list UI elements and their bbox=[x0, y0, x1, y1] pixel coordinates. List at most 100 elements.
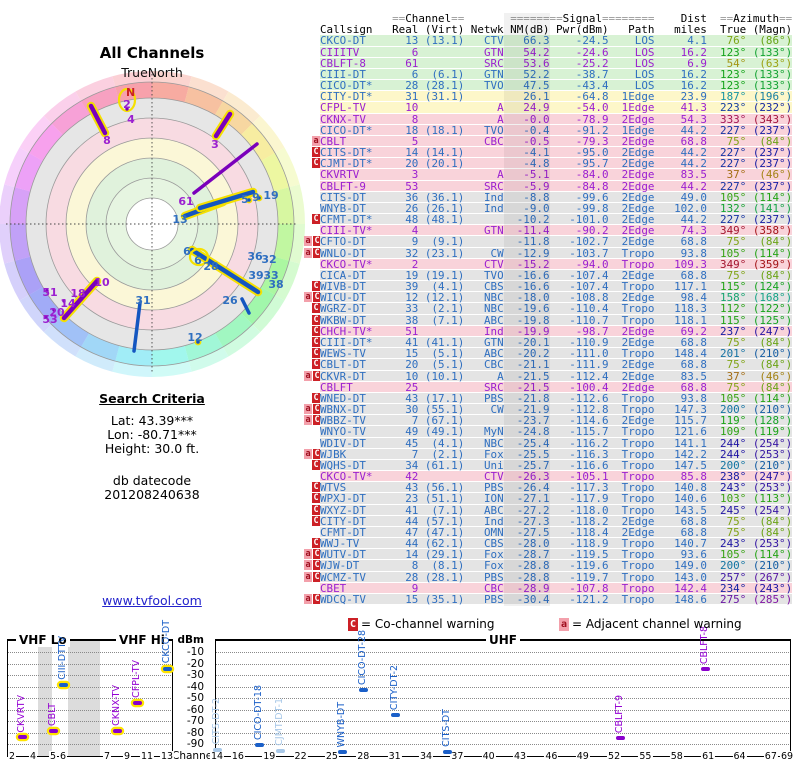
radar-channel-label: 6 bbox=[183, 245, 191, 258]
table-row: C WPXJ-DT 23 (51.1) ION -27.1 -117.9 Trop… bbox=[303, 493, 793, 505]
plot-frame bbox=[790, 639, 791, 757]
radar-channel-label: 13 bbox=[172, 213, 187, 226]
warning-marker-cell: C bbox=[303, 392, 320, 404]
radar-channel-label: 32 bbox=[261, 253, 276, 266]
cochannel-legend-text: = Co-channel warning bbox=[361, 617, 495, 631]
table-row: CBLFT 25 SRC -21.5 -100.4 2Edge 68.8 75°… bbox=[303, 382, 793, 393]
cochannel-warning-icon: C bbox=[313, 448, 321, 459]
warning-marker-cell: C bbox=[303, 459, 320, 471]
table-row: CFPL-TV 10 A 24.9 -54.0 1Edge 41.3 223° … bbox=[303, 102, 793, 114]
gridline bbox=[8, 709, 171, 711]
channel-tick: 58 bbox=[669, 751, 684, 762]
table-row: a C WCMZ-TV 28 (28.1) PBS -28.8 -119.7 Tro… bbox=[303, 571, 793, 583]
channel-tick: 19 bbox=[262, 751, 277, 762]
radar-channel-label: 19 bbox=[263, 189, 278, 202]
warning-marker-cell: a bbox=[303, 135, 320, 147]
channel-tick: 14 bbox=[209, 751, 225, 762]
warning-marker-cell bbox=[303, 382, 320, 393]
adjacent-warning-icon: a bbox=[304, 571, 312, 582]
adjacent-warning-icon: a bbox=[304, 549, 312, 560]
radar-channel-label: 10 bbox=[94, 276, 110, 289]
dbm-tick-label: -20 bbox=[186, 657, 204, 670]
channel-tick: 69 bbox=[779, 751, 795, 762]
dbm-tick-label: -50 bbox=[186, 692, 204, 704]
gridline bbox=[8, 663, 171, 665]
table-row: a C WNLO-DT 32 (23.1) CW -12.9 -103.7 Trop… bbox=[303, 247, 793, 259]
cochannel-warning-icon: C bbox=[312, 359, 320, 370]
cochannel-warning-icon: C bbox=[313, 370, 321, 381]
plot-frame bbox=[215, 639, 216, 757]
cochannel-warning-icon: C bbox=[312, 493, 320, 504]
tvfool-link[interactable]: www.tvfool.com bbox=[102, 593, 202, 608]
radar-title: All Channels bbox=[99, 44, 205, 62]
radar-channel-label: 12 bbox=[187, 331, 202, 344]
radar-channel-label: 26 bbox=[222, 294, 238, 307]
warning-marker-cell bbox=[303, 438, 320, 449]
plot-frame bbox=[215, 756, 791, 757]
warning-marker-cell: C bbox=[303, 515, 320, 527]
warning-marker-cell bbox=[303, 203, 320, 214]
table-row: C CITY-DT 44 (57.1) Ind -27.3 -118.2 2Edg… bbox=[303, 515, 793, 527]
spectrum-marker bbox=[113, 729, 122, 734]
channel-tick: 52 bbox=[607, 751, 622, 762]
adjacent-legend-icon: a bbox=[559, 618, 569, 631]
radar-channel-label: 18 bbox=[70, 287, 85, 300]
gridline bbox=[8, 686, 171, 688]
warning-marker-cell bbox=[303, 169, 320, 180]
warning-marker-cell: C bbox=[303, 482, 320, 493]
dbm-tick-label: -40 bbox=[186, 680, 204, 693]
warning-marker-cell: C bbox=[303, 359, 320, 370]
table-row: C WWJ-TV 44 (62.1) CBS -28.0 -118.9 Tropo… bbox=[303, 538, 793, 550]
table-row: a C WJBK 7 (2.1) Fox -25.5 -116.3 Tropo 14… bbox=[303, 448, 793, 460]
true-north-label: TrueNorth bbox=[121, 65, 183, 80]
table-row: CICO-DT* 18 (18.1) TVO -0.4 -91.2 1Edge … bbox=[303, 125, 793, 136]
table-row: CITY-DT* 31 (31.1) 26.1 -64.8 1Edge 23.9… bbox=[303, 91, 793, 103]
cochannel-warning-icon: C bbox=[312, 392, 320, 403]
cochannel-warning-icon: C bbox=[312, 538, 320, 549]
gridline bbox=[216, 721, 789, 722]
cochannel-warning-icon: C bbox=[312, 325, 320, 336]
spectrum-callsign-label: CFPL-TV bbox=[131, 659, 142, 698]
dbm-tick-label: -90 bbox=[186, 738, 204, 750]
signal-table: ==Channel== ========Signal======== Dist … bbox=[303, 13, 793, 606]
channel-tick: 31 bbox=[387, 751, 402, 762]
channel-tick: 64 bbox=[732, 751, 747, 762]
warning-marker-cell: C bbox=[303, 214, 320, 225]
cochannel-warning-icon: C bbox=[313, 404, 321, 415]
spectrum-marker bbox=[359, 688, 368, 693]
radar-channel-label: 14 bbox=[60, 297, 76, 310]
table-header-groups: ==Channel== ========Signal======== Dist … bbox=[303, 13, 793, 25]
spectrum-callsign-label: CITS-DT bbox=[441, 709, 452, 747]
spectrum-marker bbox=[18, 735, 27, 740]
cochannel-warning-icon: C bbox=[312, 348, 320, 359]
uhf-label: UHF bbox=[486, 633, 520, 647]
spectrum-marker bbox=[163, 666, 172, 671]
adjacent-warning-icon: a bbox=[304, 593, 312, 604]
radar-channel-label: 51 bbox=[42, 286, 57, 299]
table-row: a C WICU-DT 12 (12.1) NBC -18.0 -108.8 2Ed… bbox=[303, 292, 793, 304]
vhf-lo-label: VHF Lo bbox=[16, 633, 70, 647]
adjacent-warning-icon: a bbox=[304, 370, 312, 381]
cochannel-warning-icon: C bbox=[312, 314, 320, 325]
radar-channel-label: 4 bbox=[127, 113, 135, 126]
spectrum-callsign-label: CBLFT-9 bbox=[614, 694, 625, 734]
spectrum-callsign-label: CICO-DT-18 bbox=[253, 685, 264, 741]
spectrum-marker bbox=[59, 683, 68, 687]
spectrum-marker bbox=[616, 736, 625, 741]
cochannel-warning-icon: C bbox=[312, 281, 320, 292]
channel-tick: 37 bbox=[450, 751, 465, 762]
spectrum-callsign-label: CKCO-DT bbox=[161, 620, 172, 664]
table-row: a C WDCQ-TV 15 (35.1) PBS -30.4 -121.2 Tro… bbox=[303, 593, 793, 606]
gridline bbox=[216, 698, 789, 699]
gridline bbox=[8, 652, 171, 653]
table-row: C WTVS 43 (56.1) PBS -26.4 -117.3 Tropo 1… bbox=[303, 482, 793, 494]
channel-tick: 61 bbox=[701, 751, 716, 762]
cochannel-warning-icon: C bbox=[312, 459, 320, 470]
